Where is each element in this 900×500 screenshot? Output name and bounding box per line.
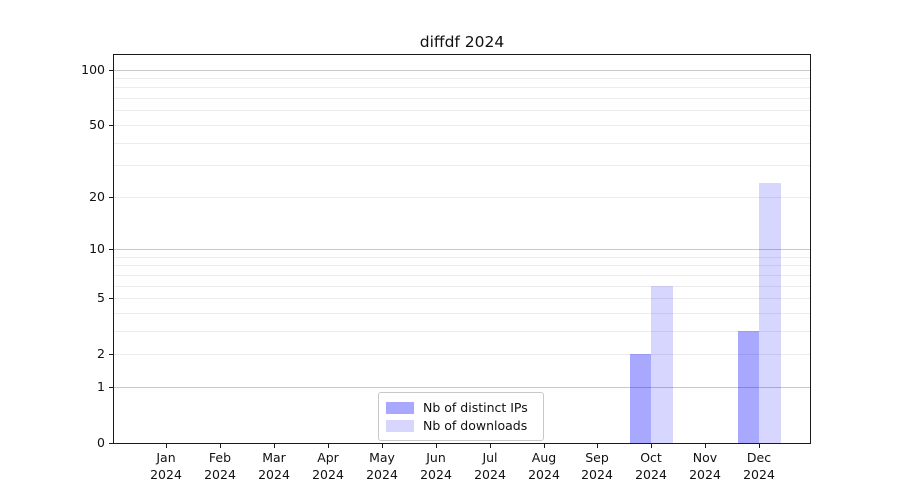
xtick-label-aug: Aug 2024 [516,450,572,483]
ytick-label-10: 10 [89,241,105,256]
gridline-minor-60 [114,110,810,111]
gridline-minor-90 [114,78,810,79]
xtick-mark-nov [705,444,706,448]
xtick-mark-apr [328,444,329,448]
xtick-month-text: Nov [692,450,718,465]
ytick-mark-50 [109,125,113,126]
xtick-year-text: 2024 [474,466,506,482]
xtick-mark-feb [220,444,221,448]
gridline-minor-40 [114,143,810,144]
ytick-mark-10 [109,249,113,250]
xtick-month-text: May [369,450,395,465]
ytick-label-100: 100 [81,62,105,77]
legend-swatch-distinct-ips [386,401,414,414]
gridline-major-10 [114,249,810,250]
xtick-month-text: Dec [746,450,772,465]
xtick-label-oct: Oct 2024 [623,450,679,483]
ytick-mark-100 [109,70,113,71]
xtick-mark-dec [759,444,760,448]
xtick-month-text: Feb [208,450,232,465]
xtick-month-text: Aug [531,450,557,465]
xtick-year-text: 2024 [258,466,290,482]
xtick-label-dec: Dec 2024 [731,450,787,483]
xtick-month-text: Oct [640,450,662,465]
xtick-month-text: Jun [426,450,446,465]
xtick-mark-jul [490,444,491,448]
xtick-label-mar: Mar 2024 [246,450,302,483]
gridline-minor-70 [114,98,810,99]
legend-swatch-downloads [386,419,414,432]
xtick-mark-aug [544,444,545,448]
xtick-month-text: Jan [156,450,176,465]
xtick-mark-sep [597,444,598,448]
bar-downloads-dec [759,182,781,443]
xtick-label-jan: Jan 2024 [138,450,194,483]
xtick-mark-may [382,444,383,448]
xtick-year-text: 2024 [581,466,613,482]
ytick-mark-0 [109,443,113,444]
gridline-minor-4 [114,313,810,314]
xtick-year-text: 2024 [150,466,182,482]
ytick-label-20: 20 [89,189,105,204]
gridline-minor-6 [114,286,810,287]
gridline-minor-9 [114,257,810,258]
xtick-mark-jun [436,444,437,448]
legend-label-downloads: Nb of downloads [423,418,528,433]
bar-downloads-oct [651,285,673,443]
xtick-year-text: 2024 [204,466,236,482]
legend: Nb of distinct IPs Nb of downloads [378,392,544,441]
plot-area [113,54,811,444]
xtick-month-text: Mar [262,450,286,465]
xtick-label-feb: Feb 2024 [192,450,248,483]
xtick-label-jun: Jun 2024 [408,450,464,483]
xtick-label-nov: Nov 2024 [677,450,733,483]
ytick-mark-5 [109,298,113,299]
ytick-label-0: 0 [97,435,105,450]
xtick-label-apr: Apr 2024 [300,450,356,483]
gridline-minor-8 [114,265,810,266]
gridline-major-100 [114,70,810,71]
gridline-minor-5 [114,298,810,299]
xtick-label-jul: Jul 2024 [462,450,518,483]
gridline-minor-50 [114,125,810,126]
chart-title: diffdf 2024 [419,33,505,51]
xtick-year-text: 2024 [366,466,398,482]
ytick-mark-2 [109,354,113,355]
ytick-mark-1 [109,387,113,388]
xtick-mark-mar [274,444,275,448]
xtick-month-text: Apr [317,450,339,465]
xtick-month-text: Jul [482,450,498,465]
legend-row-1: Nb of downloads [386,417,535,434]
xtick-year-text: 2024 [689,466,721,482]
xtick-mark-oct [651,444,652,448]
bar-distinct-ips-oct [629,354,652,443]
ytick-label-5: 5 [97,290,105,305]
xtick-label-sep: Sep 2024 [569,450,625,483]
gridline-minor-3 [114,331,810,332]
ytick-label-2: 2 [97,346,105,361]
gridline-minor-2 [114,354,810,355]
gridline-minor-7 [114,275,810,276]
ytick-mark-20 [109,197,113,198]
xtick-year-text: 2024 [420,466,452,482]
xtick-year-text: 2024 [312,466,344,482]
xtick-year-text: 2024 [635,466,667,482]
ytick-label-1: 1 [97,379,105,394]
xtick-mark-jan [166,444,167,448]
legend-label-distinct-ips: Nb of distinct IPs [423,400,528,415]
gridline-minor-20 [114,197,810,198]
ytick-label-50: 50 [89,117,105,132]
xtick-year-text: 2024 [528,466,560,482]
gridline-major-1 [114,387,810,388]
legend-row-0: Nb of distinct IPs [386,399,535,416]
xtick-month-text: Sep [585,450,609,465]
xtick-label-may: May 2024 [354,450,410,483]
xtick-year-text: 2024 [743,466,775,482]
bar-distinct-ips-dec [737,330,760,443]
gridline-minor-80 [114,87,810,88]
gridline-minor-30 [114,165,810,166]
